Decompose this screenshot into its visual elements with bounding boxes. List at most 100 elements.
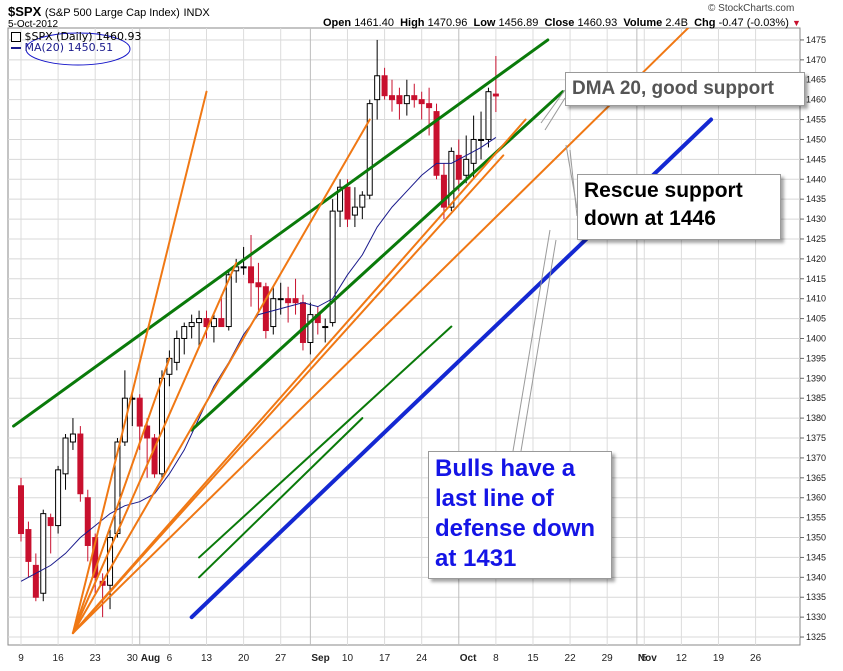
y-tick-label: 1330 bbox=[806, 612, 826, 622]
y-tick-label: 1390 bbox=[806, 373, 826, 383]
x-tick-label: 29 bbox=[602, 653, 614, 664]
candle-body bbox=[374, 75, 381, 101]
y-tick-label: 1435 bbox=[806, 194, 826, 204]
green-trendline bbox=[12, 38, 550, 428]
candle-body bbox=[485, 91, 492, 140]
candle-body bbox=[463, 158, 470, 176]
exchange: INDX bbox=[183, 7, 210, 19]
x-tick-label: 5 bbox=[641, 653, 647, 664]
y-tick-label: 1445 bbox=[806, 154, 826, 164]
callout-pointer bbox=[512, 229, 551, 452]
ma-legend-icon bbox=[11, 47, 21, 49]
chart-title: $SPX (S&P 500 Large Cap Index) INDX bbox=[8, 4, 210, 19]
y-tick-label: 1440 bbox=[806, 174, 826, 184]
x-tick-label: 10 bbox=[342, 653, 354, 664]
x-tick-label: 16 bbox=[53, 653, 65, 664]
candle-body bbox=[403, 95, 410, 105]
x-tick-label: 26 bbox=[750, 653, 762, 664]
candle-body bbox=[69, 433, 76, 443]
callout-pointer bbox=[520, 239, 557, 452]
candle-body bbox=[25, 529, 32, 562]
x-tick-label: 30 bbox=[127, 653, 139, 664]
y-tick-label: 1355 bbox=[806, 513, 826, 523]
candle-body bbox=[440, 174, 447, 208]
green-trendline bbox=[198, 417, 364, 579]
candle-body bbox=[389, 95, 395, 101]
symbol: $SPX bbox=[8, 4, 42, 19]
candle-body bbox=[344, 186, 351, 220]
y-tick-label: 1460 bbox=[806, 95, 826, 105]
x-tick-label: 27 bbox=[275, 653, 287, 664]
candle-body bbox=[255, 282, 262, 288]
candle-body bbox=[40, 513, 47, 594]
y-tick-label: 1475 bbox=[806, 35, 826, 45]
y-tick-label: 1375 bbox=[806, 433, 826, 443]
candle-body bbox=[418, 99, 425, 105]
legend-ellipse bbox=[25, 32, 131, 66]
callout-pointer bbox=[540, 89, 566, 124]
bulls-callout: Bulls have a last line of defense down a… bbox=[428, 451, 612, 579]
y-tick-label: 1350 bbox=[806, 533, 826, 543]
x-tick-label: Oct bbox=[460, 653, 477, 664]
x-tick-label: 9 bbox=[18, 653, 24, 664]
candle-body bbox=[32, 564, 39, 598]
candle-body bbox=[188, 322, 195, 328]
dma-callout: DMA 20, good support bbox=[565, 72, 805, 106]
y-tick-label: 1335 bbox=[806, 592, 826, 602]
candle-body bbox=[299, 302, 306, 343]
x-tick-label: Nov bbox=[638, 653, 657, 664]
y-tick-label: 1360 bbox=[806, 493, 826, 503]
y-tick-label: 1400 bbox=[806, 333, 826, 343]
y-tick-label: 1405 bbox=[806, 314, 826, 324]
y-tick-label: 1420 bbox=[806, 254, 826, 264]
y-tick-label: 1345 bbox=[806, 552, 826, 562]
orange-trendline bbox=[71, 357, 171, 635]
plot-layer bbox=[12, 28, 714, 635]
candle-body bbox=[351, 206, 358, 216]
watermark: © StockCharts.com bbox=[708, 3, 795, 14]
candle-body bbox=[381, 75, 388, 97]
x-tick-label: 8 bbox=[493, 653, 499, 664]
candle-body bbox=[285, 298, 292, 304]
orange-trendline bbox=[71, 118, 527, 635]
y-tick-label: 1430 bbox=[806, 214, 826, 224]
x-tick-label: 23 bbox=[90, 653, 102, 664]
y-tick-label: 1365 bbox=[806, 473, 826, 483]
orange-trendline bbox=[71, 261, 238, 635]
candle-body bbox=[411, 95, 418, 101]
candle-body bbox=[492, 93, 499, 97]
x-tick-label: 17 bbox=[379, 653, 391, 664]
chart-date: 5-Oct-2012 bbox=[8, 19, 59, 30]
candle-body bbox=[277, 298, 284, 301]
y-tick-label: 1465 bbox=[806, 75, 826, 85]
callout-pointer bbox=[544, 97, 566, 131]
index-name: (S&P 500 Large Cap Index) bbox=[44, 7, 180, 19]
candle-body bbox=[366, 103, 373, 196]
candle-body bbox=[270, 298, 277, 328]
candle-body bbox=[337, 186, 344, 212]
y-tick-label: 1410 bbox=[806, 294, 826, 304]
x-tick-label: 24 bbox=[416, 653, 428, 664]
y-tick-label: 1415 bbox=[806, 274, 826, 284]
orange-trendline bbox=[71, 154, 505, 635]
y-tick-label: 1325 bbox=[806, 632, 826, 642]
candle-body bbox=[455, 154, 462, 180]
candle-body bbox=[225, 274, 232, 328]
candle-body bbox=[55, 469, 62, 527]
candle-body bbox=[77, 433, 84, 495]
y-tick-label: 1470 bbox=[806, 55, 826, 65]
y-tick-label: 1455 bbox=[806, 115, 826, 125]
y-tick-label: 1340 bbox=[806, 572, 826, 582]
x-tick-label: 6 bbox=[167, 653, 173, 664]
candle-body bbox=[196, 318, 203, 324]
candle-body bbox=[448, 150, 455, 208]
candle-body bbox=[329, 210, 336, 324]
candle-body bbox=[18, 485, 24, 535]
candle-body bbox=[181, 326, 188, 339]
callout-pointer bbox=[569, 149, 578, 217]
candle-body bbox=[292, 298, 299, 304]
orange-trendline bbox=[71, 118, 371, 635]
candle-body bbox=[62, 437, 69, 475]
candle-body bbox=[307, 314, 314, 343]
